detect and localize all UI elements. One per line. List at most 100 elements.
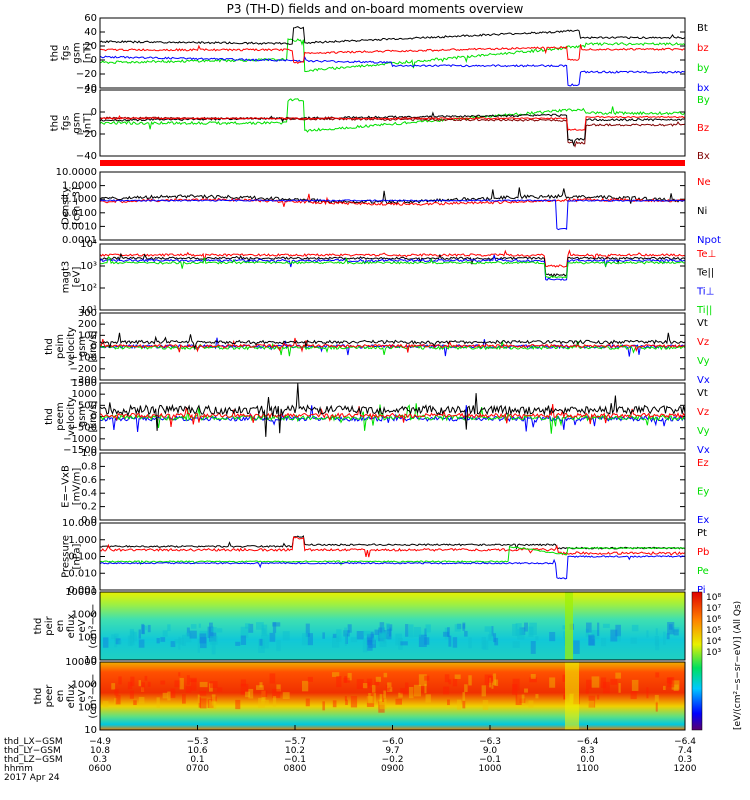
peir-texture [141,625,145,635]
xaxis-value-t: 1200 [674,764,697,774]
peem_vel-ytick-label: −1500 [63,445,97,456]
xaxis-value-y: 10.6 [187,746,207,756]
peir-texture [586,622,592,633]
peer-texture [424,675,430,681]
peer-texture [179,677,184,690]
peim_vel-ytick-label: −100 [70,353,97,364]
peir-ylabel-line: eV [77,619,88,632]
peir-texture [209,636,218,645]
peir-texture [240,635,247,645]
peir-texture [610,629,618,642]
peer-texture [387,682,392,688]
panel-frame-peir [99,591,686,661]
peir-texture [307,633,313,646]
peer-texture [448,679,452,685]
peer-texture [655,701,658,712]
peir-texture [535,636,539,641]
panel-frame-efield [99,452,686,521]
peer-texture [282,692,290,700]
fgs_gsm_dsl-ylabel-line: [nT] [83,113,94,133]
peir-texture [162,630,168,637]
peir-texture [190,624,197,629]
density-ytick-label: 0.1000 [62,194,97,205]
fgs_gsm_dsl-ytick-label: −20 [76,129,97,140]
peer-texture [269,673,276,684]
peir-texture [186,627,190,637]
efield-ylabel-line: E=−VxB [61,465,72,508]
peer-texture [190,679,197,691]
peer-texture [602,681,610,694]
peem-vz-series [99,404,686,427]
peer-texture [276,684,281,692]
peer-texture [199,681,208,688]
peir-texture [133,631,137,642]
peer-ylabel-line: eV [77,689,88,702]
peer-texture [484,674,492,686]
peer-texture [378,701,385,713]
peer-texture [667,677,675,688]
xaxis-value-z: −0.1 [479,755,501,765]
peir-texture [482,640,489,650]
peer-texture [494,679,499,686]
peir-texture [602,623,610,629]
pressure-ytick-label: 0.100 [68,552,97,563]
fgs_gsm_dsl-legend-bz: Bz [697,123,709,134]
peer-texture [240,683,249,695]
panel-frame-density [99,171,686,241]
peir-texture [362,638,368,653]
peer-texture [630,691,637,700]
peer-texture [209,683,213,692]
efield-ytick-label: 1.0 [81,448,97,459]
peer-texture [481,685,486,697]
peir-texture [424,637,430,645]
peer-texture [519,698,526,704]
peir-texture [374,629,380,636]
peer-texture [258,697,265,708]
peir-texture [563,631,566,639]
peem_vel-ytick-label: 1500 [72,378,97,389]
peir-texture [491,626,494,637]
peer-texture [115,695,121,705]
peir-texture [400,641,408,646]
peer-texture [141,682,145,692]
peer-texture [549,677,556,688]
peer-texture [666,678,670,684]
peer-texture [462,692,466,704]
peir-texture [217,628,223,633]
fgs_gsm-ylabel-line: gsm [72,42,83,63]
peir-texture [178,636,181,650]
xaxis-value-y: 9.0 [483,746,498,756]
peer-texture [378,700,385,705]
peer-texture [529,677,537,683]
fgs_gsm-ylabel-line: [nT] [83,43,94,63]
panel-frame-peim_vel [99,312,686,381]
peem_vel-ytick-label: 1000 [72,389,97,400]
peer-texture [464,684,468,693]
pressure-pt-series [99,535,686,550]
peer-texture [160,680,166,685]
pressure-legend-pe: Pe [697,566,709,577]
peir-texture [468,637,472,649]
pressure-ylabel-line: Pressure [61,535,72,578]
peim_vel-ylabel-line: thd [44,338,55,355]
peer-texture [144,675,148,681]
peer-ytick-label: 1000 [72,680,97,691]
density-legend-ni: Ni [697,206,707,217]
peir-texture [322,632,325,639]
peer-texture [259,682,263,688]
data-quality-bar [100,160,685,166]
peir-texture [454,624,461,632]
peer-texture [368,693,376,704]
peer-texture [114,689,119,696]
peim_vel-legend-vy: Vy [697,356,710,367]
peir-texture [524,622,528,632]
density-ne-series [99,193,686,207]
peir-texture [248,623,254,633]
peer-texture [129,690,134,699]
peir-texture [597,622,600,636]
fgs-bt-series [99,26,686,45]
efield-legend-ez: Ez [697,458,709,469]
peem-vy-series [99,403,686,434]
xaxis-value-t: 1000 [479,764,502,774]
peir-texture [573,640,580,654]
